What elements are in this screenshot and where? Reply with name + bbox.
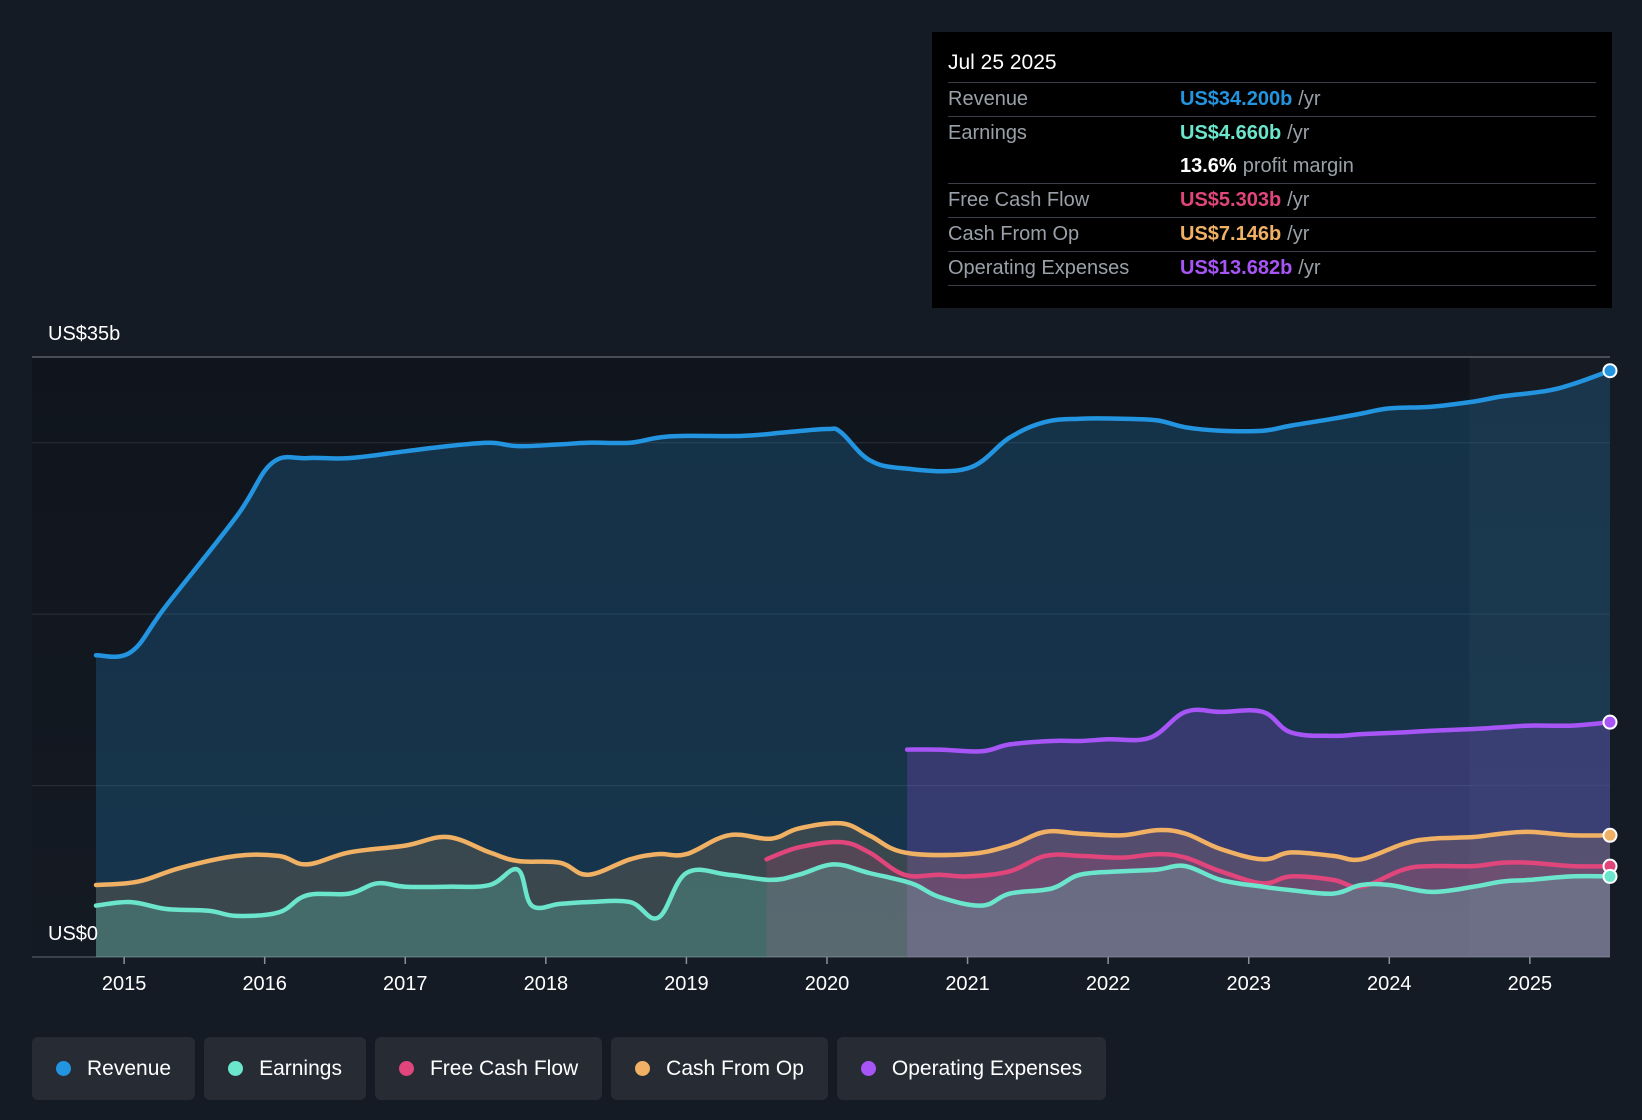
revenue-end-marker — [1602, 363, 1618, 379]
tooltip-value: 13.6% — [1180, 155, 1237, 177]
legend-label: Free Cash Flow — [429, 1056, 579, 1080]
tooltip-label: Free Cash Flow — [948, 189, 1090, 211]
x-tick-label: 2024 — [1367, 973, 1412, 995]
legend-dot-icon — [56, 1061, 71, 1076]
operating-expenses-end-marker — [1602, 714, 1618, 730]
revenue-area — [96, 370, 1610, 957]
tooltip-label: Revenue — [948, 88, 1029, 110]
legend-dot-icon — [635, 1061, 651, 1076]
earnings-end-marker — [1602, 868, 1618, 884]
tooltip-label: Operating Expenses — [948, 257, 1130, 279]
tooltip-value: US$13.682b — [1180, 257, 1293, 279]
legend-dot-icon — [398, 1061, 414, 1076]
gridlines — [32, 356, 1610, 958]
series-end-markers — [1602, 363, 1618, 884]
x-tick-label: 2019 — [664, 973, 709, 995]
tooltip-value: US$34.200b — [1180, 88, 1293, 110]
x-tick-label: 2021 — [945, 973, 990, 995]
legend: Revenue Earnings Free Cash Flow Cash Fro… — [32, 1037, 1107, 1100]
tooltip-row-earnings: Earnings US$4.660b /yr — [948, 117, 1596, 150]
x-tick-label: 2015 — [102, 973, 147, 995]
x-tick-label: 2022 — [1086, 973, 1131, 995]
tooltip-unit: /yr — [1298, 257, 1321, 279]
tooltip-unit: profit margin — [1242, 155, 1354, 177]
legend-item-cash-from-op[interactable]: Cash From Op — [611, 1037, 828, 1100]
tooltip-row-fcf: Free Cash Flow US$5.303b /yr — [948, 184, 1596, 218]
tooltip-label: Cash From Op — [948, 223, 1080, 245]
legend-dot-icon — [860, 1061, 876, 1076]
tooltip-value: US$7.146b — [1180, 223, 1282, 245]
x-tick-label: 2017 — [383, 973, 428, 995]
tooltip-row-margin: 13.6% profit margin — [948, 150, 1596, 184]
revenue-line — [93, 368, 1613, 659]
legend-label: Cash From Op — [666, 1056, 804, 1080]
operating-expenses-area — [907, 709, 1610, 957]
tooltip-unit: /yr — [1298, 88, 1321, 110]
series-areas — [96, 370, 1610, 957]
tooltip-unit: /yr — [1287, 189, 1310, 211]
legend-label: Earnings — [259, 1056, 342, 1080]
cash-from-op-area — [96, 823, 1610, 957]
tooltip-label — [948, 150, 1180, 183]
legend-dot-icon — [228, 1061, 244, 1076]
legend-label: Operating Expenses — [891, 1056, 1083, 1080]
cash-from-op-end-marker — [1602, 827, 1618, 843]
earnings-line — [93, 862, 1613, 921]
free-cash-flow-line — [764, 839, 1613, 890]
x-tick-label: 2016 — [242, 973, 287, 995]
x-tick-label: 2025 — [1508, 973, 1553, 995]
legend-item-operating-expenses[interactable]: Operating Expenses — [836, 1037, 1107, 1100]
x-tick-label: 2023 — [1226, 973, 1271, 995]
legend-item-earnings[interactable]: Earnings — [204, 1037, 366, 1100]
tooltip-row-revenue: Revenue US$34.200b /yr — [948, 83, 1596, 117]
free-cash-flow-area — [766, 841, 1610, 957]
x-tick-label: 2018 — [524, 973, 569, 995]
series-lines — [93, 368, 1613, 921]
operating-expenses-line — [904, 707, 1613, 754]
legend-item-revenue[interactable]: Revenue — [32, 1037, 196, 1100]
tooltip-value: US$4.660b — [1180, 122, 1282, 144]
x-axis-ticks: 2015 2016 2017 2018 2019 2020 2021 2022 2023 2024… — [102, 957, 1552, 995]
tooltip-row-opex: Operating Expenses US$13.682b /yr — [948, 252, 1596, 286]
tooltip-unit: /yr — [1287, 223, 1310, 245]
tooltip: Jul 25 2025 Revenue US$34.200b /yr Earni… — [932, 32, 1612, 308]
cash-from-op-line — [93, 820, 1613, 888]
legend-item-free-cash-flow[interactable]: Free Cash Flow — [374, 1037, 603, 1100]
x-tick-label: 2020 — [805, 973, 850, 995]
tooltip-date: Jul 25 2025 — [948, 48, 1596, 83]
legend-label: Revenue — [87, 1056, 172, 1080]
tooltip-value: US$5.303b — [1180, 189, 1282, 211]
y-axis-bottom-label: US$0 — [48, 923, 98, 945]
tooltip-unit: /yr — [1287, 122, 1310, 144]
y-axis-top-label: US$35b — [48, 323, 120, 345]
tooltip-label: Earnings — [948, 122, 1027, 144]
tooltip-row-cfo: Cash From Op US$7.146b /yr — [948, 218, 1596, 252]
